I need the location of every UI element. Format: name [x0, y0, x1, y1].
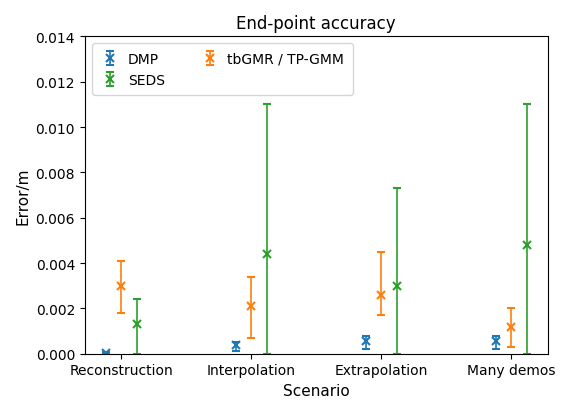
- Title: End-point accuracy: End-point accuracy: [236, 15, 396, 33]
- X-axis label: Scenario: Scenario: [283, 383, 349, 398]
- Legend: DMP, SEDS, tbGMR / TP-GMM: DMP, SEDS, tbGMR / TP-GMM: [92, 44, 352, 96]
- Y-axis label: Error/m: Error/m: [15, 167, 30, 224]
